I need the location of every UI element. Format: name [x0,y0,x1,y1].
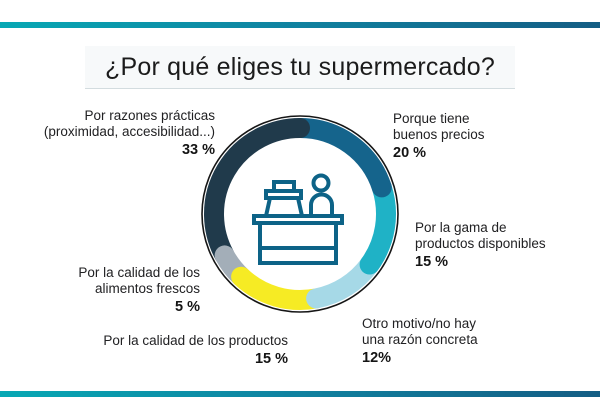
label-pct: 20 % [393,145,427,161]
donut-segment-5 [204,118,301,261]
title-band: ¿Por qué eliges tu supermercado? [85,46,515,89]
label-product-quality: Por la calidad de los productos 15 % [103,333,288,367]
cashier-counter-icon [252,173,344,265]
donut-segment-0 [299,118,392,191]
segment-cap [306,288,327,309]
segment-cap [290,118,310,138]
label-practical-reasons: Por razones prácticas (proximidad, acces… [44,108,215,158]
page-title: ¿Por qué eliges tu supermercado? [105,52,495,81]
donut-chart [201,115,399,313]
label-line: Por la calidad de los productos [103,333,288,348]
bottom-gradient-bar [0,391,600,397]
top-gradient-bar [0,22,600,28]
label-line: una razón concreta [362,332,478,347]
register-body [263,196,305,218]
counter-body [258,221,338,265]
label-pct: 33 % [181,142,215,158]
label-pct: 15 % [254,351,288,367]
segment-cap [231,266,252,287]
segment-cap [214,245,235,266]
label-line: Porque tiene [393,111,470,126]
label-product-range: Por la gama de productos disponibles 15 … [415,220,546,270]
label-good-prices: Porque tiene buenos precios 20 % [393,111,485,161]
segment-cap [359,254,380,275]
person-head [311,173,331,193]
label-fresh-food-quality: Por la calidad de los alimentos frescos … [78,265,200,315]
person-body [309,192,334,216]
label-line: Otro motivo/no hay [362,316,477,331]
label-line: (proximidad, accesibilidad...) [43,124,215,139]
label-other-reason: Otro motivo/no hay una razón concreta 12… [362,316,478,366]
donut-segment-1 [361,184,396,271]
donut-segment-3 [234,269,318,310]
label-line: Por razones prácticas [84,108,215,123]
label-line: alimentos frescos [94,281,200,296]
segment-cap [371,177,392,198]
label-line: Por la gama de [415,220,507,235]
donut-segments [201,115,399,313]
label-pct: 12% [362,350,392,366]
donut-outline [201,115,399,313]
label-pct: 15 % [415,254,449,270]
label-pct: 5 % [175,299,200,315]
label-line: buenos precios [393,127,485,142]
label-line: productos disponibles [415,236,546,251]
label-line: Por la calidad de los [78,265,200,280]
